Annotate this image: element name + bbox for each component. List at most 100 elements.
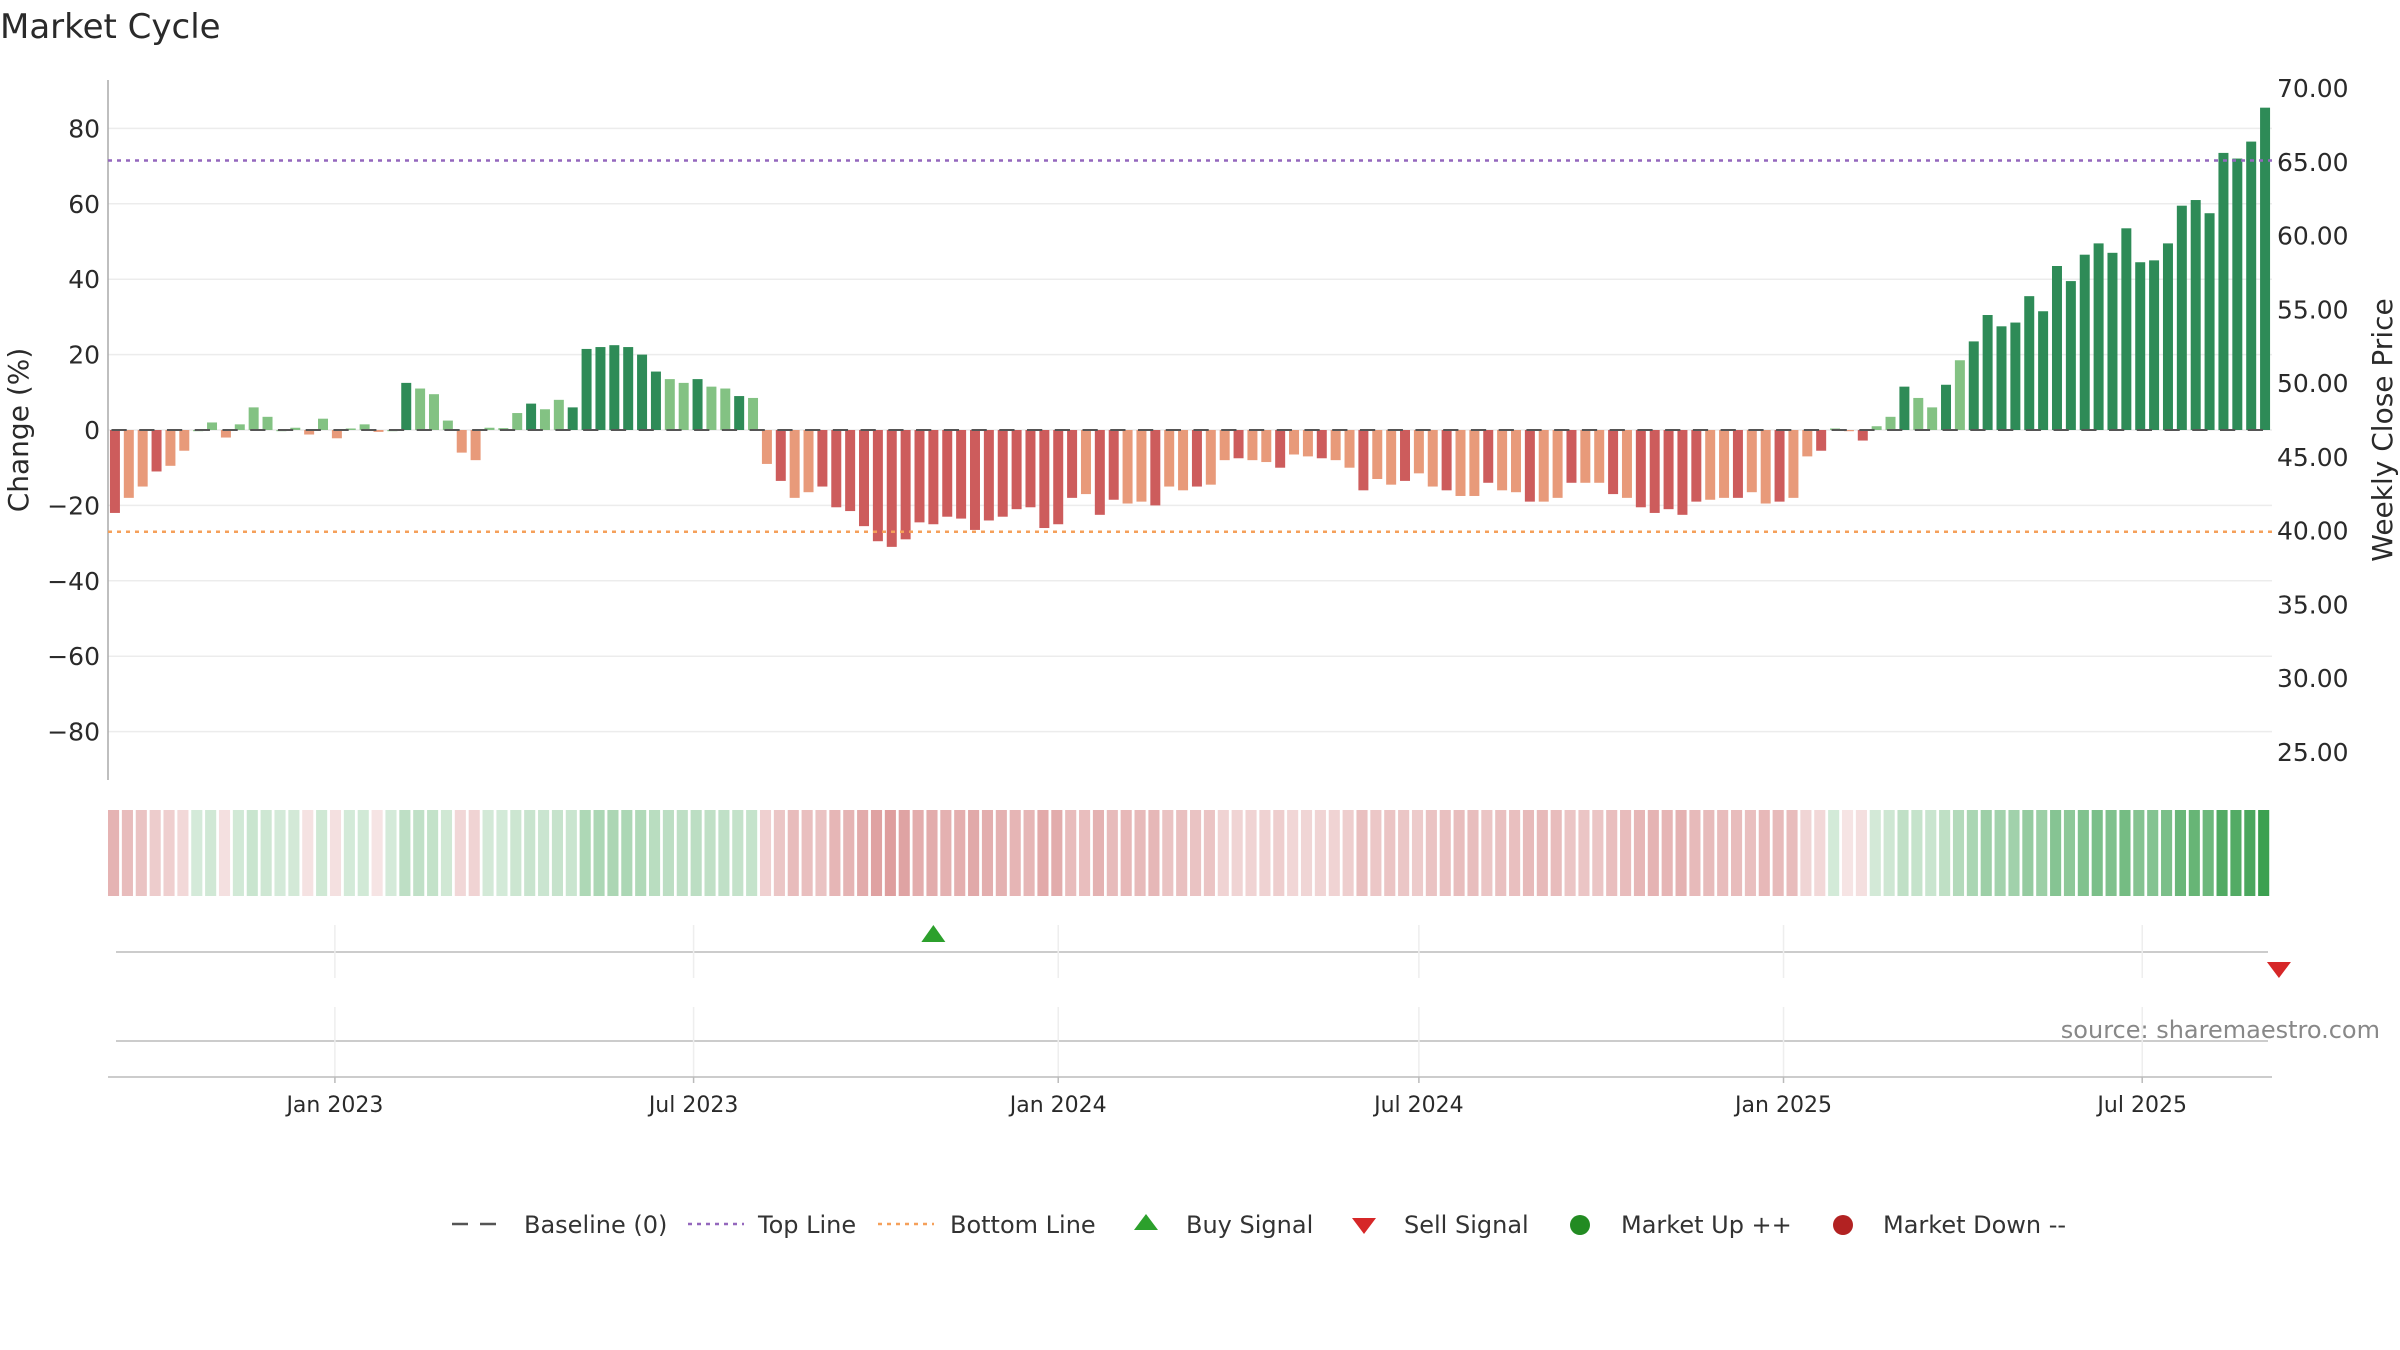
change-bar bbox=[678, 382, 689, 431]
heat-cell bbox=[2050, 810, 2062, 896]
heat-cell bbox=[371, 810, 383, 896]
change-bar bbox=[1982, 315, 1993, 430]
change-bar bbox=[484, 427, 495, 430]
change-bar bbox=[803, 430, 814, 493]
heat-cell bbox=[926, 810, 938, 896]
heat-cell bbox=[1536, 810, 1548, 896]
change-bar bbox=[109, 430, 120, 513]
change-bar bbox=[1608, 430, 1619, 495]
heat-cell bbox=[1883, 810, 1895, 896]
change-bar bbox=[220, 430, 231, 438]
right-tick-label: 60.00 bbox=[2277, 222, 2349, 251]
heat-cell bbox=[940, 810, 952, 896]
heat-cell bbox=[1314, 810, 1326, 896]
change-bar bbox=[1302, 430, 1313, 457]
change-bar bbox=[1025, 430, 1036, 508]
x-tick-label: Jul 2023 bbox=[647, 1093, 739, 1118]
heat-cell bbox=[718, 810, 730, 896]
heat-cell bbox=[676, 810, 688, 896]
left-y-tick-labels: 80 60 40 20 0 −20 −40 −60 −80 bbox=[47, 114, 100, 746]
change-bar bbox=[179, 430, 190, 451]
heat-cell bbox=[1328, 810, 1340, 896]
heat-cell bbox=[1786, 810, 1798, 896]
change-bar bbox=[2260, 107, 2271, 431]
heat-cell bbox=[1925, 810, 1937, 896]
legend-market-up-label: Market Up ++ bbox=[1621, 1211, 1792, 1239]
right-tick-label: 65.00 bbox=[2277, 148, 2349, 177]
heat-cell bbox=[218, 810, 231, 896]
heat-cell bbox=[2091, 810, 2103, 896]
heat-cell bbox=[1703, 810, 1715, 896]
change-bar bbox=[1913, 397, 1924, 430]
change-bar bbox=[1094, 430, 1105, 515]
heat-cell bbox=[260, 810, 272, 896]
heat-cell bbox=[704, 810, 716, 896]
change-bar bbox=[1289, 430, 1300, 455]
heat-cell bbox=[662, 810, 674, 896]
x-tick-labels: Jan 2023 Jul 2023 Jan 2024 Jul 2024 Jan 2025… bbox=[284, 1077, 2187, 1118]
heat-cell bbox=[579, 810, 591, 896]
change-bar bbox=[553, 399, 564, 430]
change-bar bbox=[234, 424, 245, 431]
heat-cell bbox=[843, 810, 855, 896]
heat-cell bbox=[1190, 810, 1202, 896]
change-bar bbox=[2204, 213, 2215, 430]
change-bar bbox=[1205, 430, 1216, 485]
heat-cell bbox=[2147, 810, 2159, 896]
change-bar bbox=[997, 430, 1008, 517]
heat-cell bbox=[2230, 810, 2242, 896]
change-bar bbox=[165, 430, 176, 466]
heat-cell bbox=[1620, 810, 1632, 896]
change-bar bbox=[2093, 243, 2104, 430]
change-bar bbox=[2038, 311, 2049, 430]
change-bar bbox=[2107, 252, 2118, 430]
change-bar bbox=[1954, 360, 1965, 430]
change-bar bbox=[900, 430, 911, 540]
change-bar bbox=[1344, 430, 1355, 468]
change-bar bbox=[942, 430, 953, 517]
change-bar bbox=[2079, 254, 2090, 430]
heat-cell bbox=[1411, 810, 1424, 896]
heat-cell bbox=[1841, 810, 1854, 896]
heat-cell bbox=[2008, 810, 2020, 896]
heat-cell bbox=[1966, 810, 1978, 896]
heat-cell bbox=[1758, 810, 1770, 896]
change-bar bbox=[1871, 426, 1882, 430]
change-bar bbox=[373, 430, 384, 432]
change-bar bbox=[1122, 430, 1133, 504]
heat-cell bbox=[1939, 810, 1951, 896]
change-bar bbox=[137, 430, 148, 487]
change-bar bbox=[1635, 430, 1646, 508]
right-y-tick-labels: 70.00 65.00 60.00 55.00 50.00 45.00 40.00 35.00… bbox=[2277, 74, 2349, 767]
heat-cell bbox=[912, 810, 924, 896]
x-tick-label: Jul 2024 bbox=[1372, 1093, 1464, 1118]
change-bar bbox=[1941, 384, 1952, 430]
change-bar bbox=[2218, 152, 2229, 430]
change-bar bbox=[1996, 326, 2007, 430]
heat-cell bbox=[1869, 810, 1881, 896]
change-bar bbox=[1191, 430, 1202, 487]
heat-cell bbox=[288, 810, 300, 896]
change-bar bbox=[1400, 430, 1411, 481]
change-bar bbox=[1538, 430, 1549, 502]
heat-cell bbox=[482, 810, 494, 896]
change-bar bbox=[1663, 430, 1674, 510]
change-bar bbox=[706, 386, 717, 430]
change-bar bbox=[1386, 430, 1397, 485]
heat-cell bbox=[1578, 810, 1590, 896]
heat-cell bbox=[2022, 810, 2034, 896]
heat-cell bbox=[565, 810, 577, 896]
heat-cell bbox=[1259, 810, 1271, 896]
heat-cell bbox=[1911, 810, 1923, 896]
left-tick-label: −60 bbox=[47, 642, 100, 671]
change-bar bbox=[969, 430, 980, 530]
change-bar bbox=[359, 424, 370, 431]
right-tick-label: 25.00 bbox=[2277, 738, 2349, 767]
heat-cell bbox=[1675, 810, 1687, 896]
change-bar bbox=[1719, 430, 1730, 498]
change-bar bbox=[1136, 430, 1147, 502]
heat-strip bbox=[108, 810, 2270, 896]
change-bar bbox=[442, 420, 453, 430]
change-bar bbox=[914, 430, 925, 523]
heat-cell bbox=[898, 810, 910, 896]
